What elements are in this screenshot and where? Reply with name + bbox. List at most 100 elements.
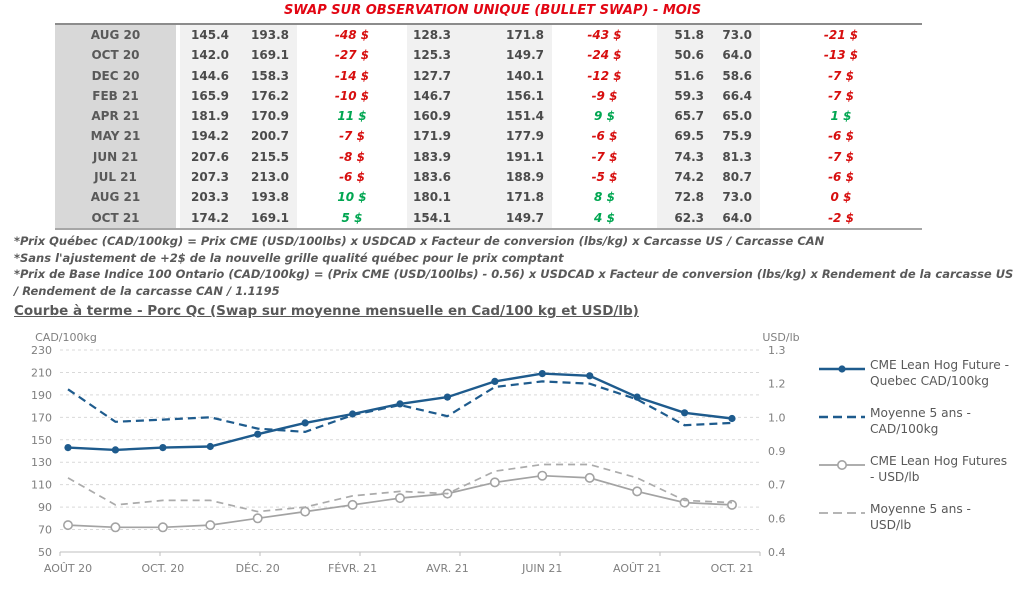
data-point: [347, 499, 358, 510]
diff-cell: -2 $: [760, 207, 922, 228]
data-point: [538, 370, 546, 378]
diff-cell: 9 $: [552, 106, 657, 127]
data-point: [633, 393, 641, 401]
series-line-0: [67, 372, 733, 452]
value-cell: 171.8: [459, 25, 552, 46]
value-cell: 144.6: [180, 65, 237, 86]
diff-cell: -48 $: [297, 25, 407, 46]
footnote: *Prix de Base Indice 100 Ontario (CAD/10…: [14, 267, 1014, 298]
left-axis-tick-label: 110: [31, 479, 52, 492]
value-cell: 73.0: [712, 187, 760, 208]
futures-chart: CAD/100kg USD/lb 230 210 190 170 150 130 110 90…: [0, 322, 1024, 590]
data-point: [537, 470, 548, 481]
legend-line-swatch: [819, 365, 865, 373]
left-axis-tick-label: 70: [38, 524, 52, 537]
diff-cell: -8 $: [297, 146, 407, 168]
value-cell: 59.3: [657, 85, 712, 107]
value-cell: 81.3: [712, 146, 760, 168]
table-row: FEB 21 165.9 176.2 -10 $146.7 156.1 -9 $59.3 6…: [55, 85, 922, 107]
legend-line-swatch: [819, 512, 865, 514]
value-cell: 165.9: [180, 85, 237, 107]
right-axis-tick-label: 0.6: [768, 512, 786, 525]
month-cell: FEB 21: [55, 85, 180, 107]
diff-cell: -43 $: [552, 25, 657, 46]
data-point: [491, 377, 499, 385]
legend-entry: Moyenne 5 ans - USD/lb: [818, 502, 1013, 533]
legend-entry: CME Lean Hog Future - Quebec CAD/100kg: [818, 358, 1013, 389]
month-cell: AUG 21: [55, 187, 180, 208]
legend-label: CME Lean Hog Future - Quebec CAD/100kg: [870, 358, 1010, 388]
data-point: [159, 444, 167, 452]
diff-cell: 8 $: [552, 187, 657, 208]
value-cell: 80.7: [712, 167, 760, 188]
right-axis-tick-label: 1.3: [768, 344, 786, 357]
table-row: APR 21 181.9 170.9 11 $160.9 151.4 9 $65.7 65.…: [55, 106, 922, 127]
diff-cell: -10 $: [297, 85, 407, 107]
table-row: AUG 21 203.3 193.8 10 $180.1 171.8 8 $72.8 73.…: [55, 187, 922, 208]
value-cell: 69.5: [657, 126, 712, 147]
diff-cell: 1 $: [760, 106, 922, 127]
right-axis-tick-label: 0.9: [768, 445, 786, 458]
value-cell: 127.7: [407, 65, 459, 86]
value-cell: 169.1: [237, 45, 297, 66]
month-cell: MAY 21: [55, 126, 180, 147]
table-row: JUL 21 207.3 213.0 -6 $183.6 188.9 -5 $74.2 80…: [55, 167, 922, 188]
report-title: SWAP SUR OBSERVATION UNIQUE (BULLET SWAP…: [283, 3, 702, 18]
table-row: OCT 20 142.0 169.1 -27 $125.3 149.7 -24 $50.6…: [55, 45, 922, 66]
value-cell: 154.1: [407, 207, 459, 228]
legend-entry: Moyenne 5 ans - CAD/100kg: [818, 406, 1013, 437]
month-cell: OCT 21: [55, 207, 180, 228]
table-row: DEC 20 144.6 158.3 -14 $127.7 140.1 -12 $51.6…: [55, 65, 922, 86]
data-point: [586, 372, 594, 380]
value-cell: 64.0: [712, 207, 760, 228]
data-point: [301, 419, 309, 427]
x-axis-label: AVR. 21: [426, 562, 469, 575]
data-point: [443, 393, 452, 401]
data-point: [64, 444, 72, 452]
diff-cell: 11 $: [297, 106, 407, 127]
value-cell: 73.0: [712, 25, 760, 46]
legend-label: CME Lean Hog Futures - USD/lb: [870, 454, 1008, 484]
table-row: AUG 20 145.4 193.8 -48 $128.3 171.8 -43 $51.8…: [55, 25, 922, 46]
value-cell: 125.3: [407, 45, 459, 66]
data-point: [254, 430, 262, 438]
value-cell: 145.4: [180, 25, 237, 46]
value-cell: 170.9: [237, 106, 297, 127]
value-cell: 213.0: [237, 167, 297, 188]
series-line-3: [67, 463, 733, 513]
data-point: [394, 493, 405, 504]
diff-cell: 10 $: [297, 187, 407, 208]
value-cell: 183.6: [407, 167, 459, 188]
value-cell: 156.1: [459, 85, 552, 107]
data-point: [62, 520, 73, 531]
value-cell: 149.7: [459, 207, 552, 228]
x-axis-label: DÉC. 20: [236, 562, 280, 575]
value-cell: 194.2: [180, 126, 237, 147]
value-cell: 203.3: [180, 187, 237, 208]
value-cell: 75.9: [712, 126, 760, 147]
value-cell: 50.6: [657, 45, 712, 66]
value-cell: 158.3: [237, 65, 297, 86]
value-cell: 169.1: [237, 207, 297, 228]
value-cell: 149.7: [459, 45, 552, 66]
value-cell: 191.1: [459, 146, 552, 168]
left-axis-tick-label: 130: [31, 456, 52, 469]
swap-table: AUG 20 145.4 193.8 -48 $128.3 171.8 -43 $51.8…: [55, 23, 922, 230]
diff-cell: -7 $: [760, 65, 922, 86]
diff-cell: -24 $: [552, 45, 657, 66]
diff-cell: -7 $: [297, 126, 407, 147]
chart-title: Courbe à terme - Porc Qc (Swap sur moyen…: [14, 303, 639, 319]
value-cell: 51.6: [657, 65, 712, 86]
value-cell: 200.7: [237, 126, 297, 147]
data-point: [110, 522, 121, 533]
right-axis-tick-label: 0.4: [768, 546, 786, 559]
value-cell: 66.4: [712, 85, 760, 107]
value-cell: 65.7: [657, 106, 712, 127]
value-cell: 64.0: [712, 45, 760, 66]
data-point: [632, 486, 643, 497]
series-line-1: [67, 380, 733, 434]
data-point: [205, 520, 216, 531]
footnote: *Prix Québec (CAD/100kg) = Prix CME (USD…: [14, 234, 825, 248]
right-axis-caption: USD/lb: [762, 331, 799, 344]
